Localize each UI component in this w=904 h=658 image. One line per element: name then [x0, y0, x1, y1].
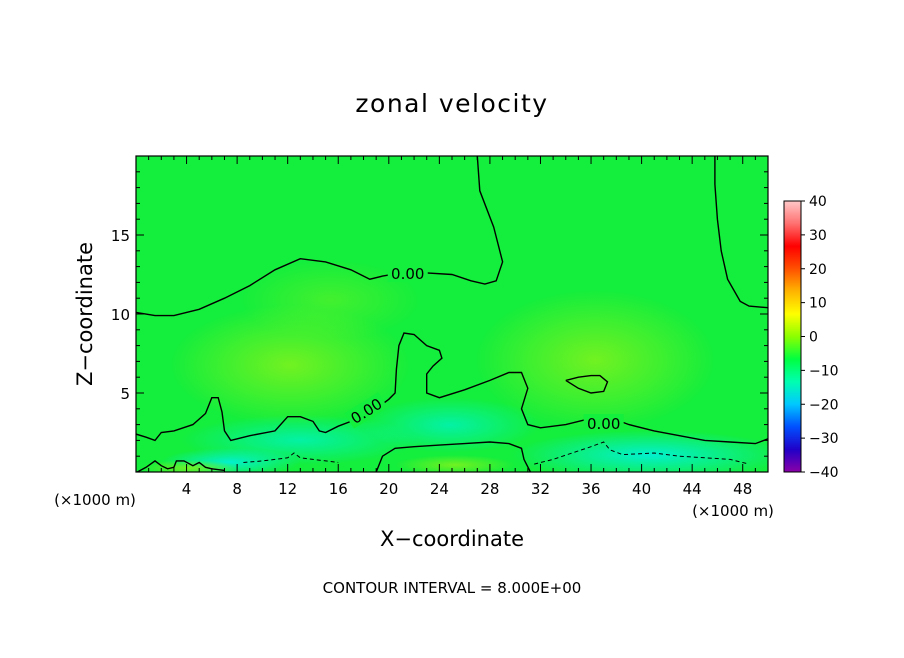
colorbar-tick-label: −40 — [809, 465, 839, 481]
x-tick-label: 8 — [232, 480, 242, 498]
x-tick-label: 40 — [632, 480, 651, 498]
negative-contour-1 — [534, 441, 750, 465]
y-tick-label: 15 — [111, 227, 130, 245]
colorbar-tick-label: −20 — [809, 397, 839, 413]
x-axis-title: X−coordinate — [380, 527, 524, 551]
colorbar-tick-label: 20 — [809, 262, 827, 278]
colorbar-tick-label: −10 — [809, 363, 839, 379]
x-tick-label: 16 — [329, 480, 348, 498]
zero-contour-3 — [565, 374, 609, 394]
contour-lines — [136, 156, 768, 472]
colorbar-tick-label: 30 — [809, 228, 827, 244]
negative-contour-0 — [243, 452, 339, 463]
colorbar-tick-label: 10 — [809, 296, 827, 312]
colorbar-tick-label: −30 — [809, 431, 839, 447]
x-axis-unit-right: (×1000 m) — [692, 502, 774, 520]
colorbar: 40 30 20 10 0 −10 −20 −30 −40 — [783, 194, 839, 481]
contour-label-0: 0.00 — [391, 265, 424, 283]
x-tick-label: 20 — [379, 480, 398, 498]
zero-contour-1 — [714, 156, 768, 309]
x-tick-label: 44 — [683, 480, 702, 498]
colorbar-tick-label: 40 — [809, 194, 827, 210]
zero-contour-4 — [136, 460, 225, 472]
x-tick-label: 28 — [480, 480, 499, 498]
colorbar-tick-label: 0 — [809, 330, 818, 346]
chart-title: zonal velocity — [355, 89, 548, 118]
y-axis-title: Z−coordinate — [73, 242, 97, 386]
heatmap-field — [136, 156, 768, 472]
contour-label-bg-1 — [344, 392, 388, 429]
x-tick-label: 48 — [733, 480, 752, 498]
y-tick-label: 10 — [111, 306, 130, 324]
x-tick-label: 4 — [182, 480, 192, 498]
contour-label-2: 0.00 — [587, 415, 620, 433]
colorbar-gradient — [783, 200, 802, 473]
x-tick-label: 36 — [581, 480, 600, 498]
contour-label-bg-2 — [583, 414, 624, 433]
y-tick-label: 5 — [120, 385, 130, 403]
zero-contour-5 — [375, 441, 532, 472]
contour-interval-note: CONTOUR INTERVAL = 8.000E+00 — [323, 579, 582, 597]
zero-contour-0 — [136, 156, 504, 317]
x-tick-label: 32 — [531, 480, 550, 498]
x-tick-label: 24 — [430, 480, 449, 498]
x-axis-unit-left: (×1000 m) — [54, 491, 136, 509]
x-tick-label: 12 — [278, 480, 297, 498]
contour-label-bg-0 — [387, 263, 428, 282]
